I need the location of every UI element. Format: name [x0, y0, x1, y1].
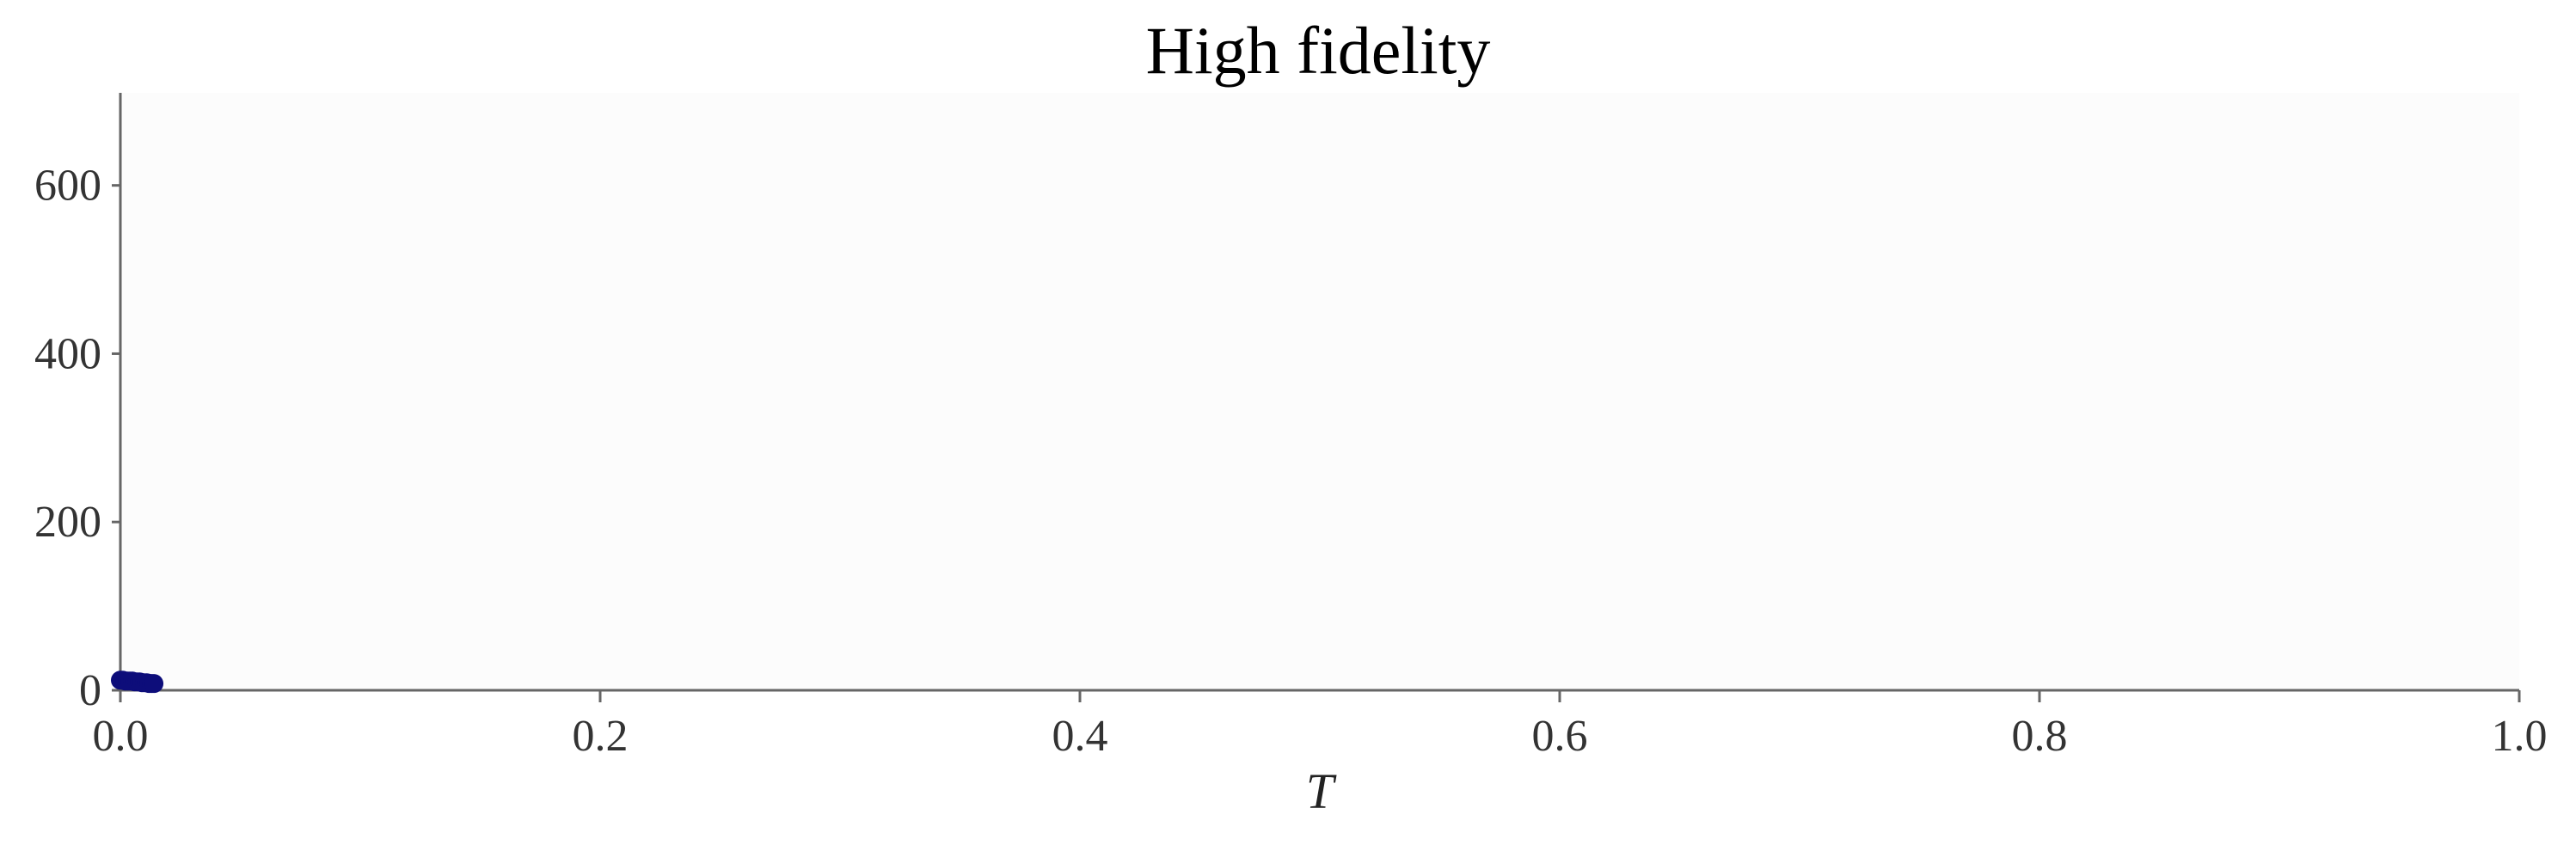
y-tick-label: 200 — [34, 498, 101, 547]
x-axis-ticks: 0.0 0.2 0.4 0.6 0.8 1.0 — [93, 690, 2548, 761]
y-tick-label: 600 — [34, 162, 101, 211]
x-tick-label: 0.8 — [2012, 712, 2068, 761]
plot-area-background — [120, 93, 2519, 690]
chart-title: High fidelity — [1146, 13, 1491, 88]
x-tick-label: 0.6 — [1532, 712, 1588, 761]
data-points — [111, 670, 164, 694]
x-tick-label: 1.0 — [2492, 712, 2548, 761]
data-point — [144, 674, 164, 694]
y-axis-ticks: 0 200 400 600 — [34, 162, 120, 715]
x-tick-label: 0.2 — [573, 712, 629, 761]
y-tick-label: 400 — [34, 329, 101, 378]
x-axis-label: T — [1306, 763, 1337, 819]
y-tick-label: 0 — [79, 666, 101, 715]
x-tick-label: 0.0 — [93, 712, 149, 761]
x-tick-label: 0.4 — [1052, 712, 1108, 761]
